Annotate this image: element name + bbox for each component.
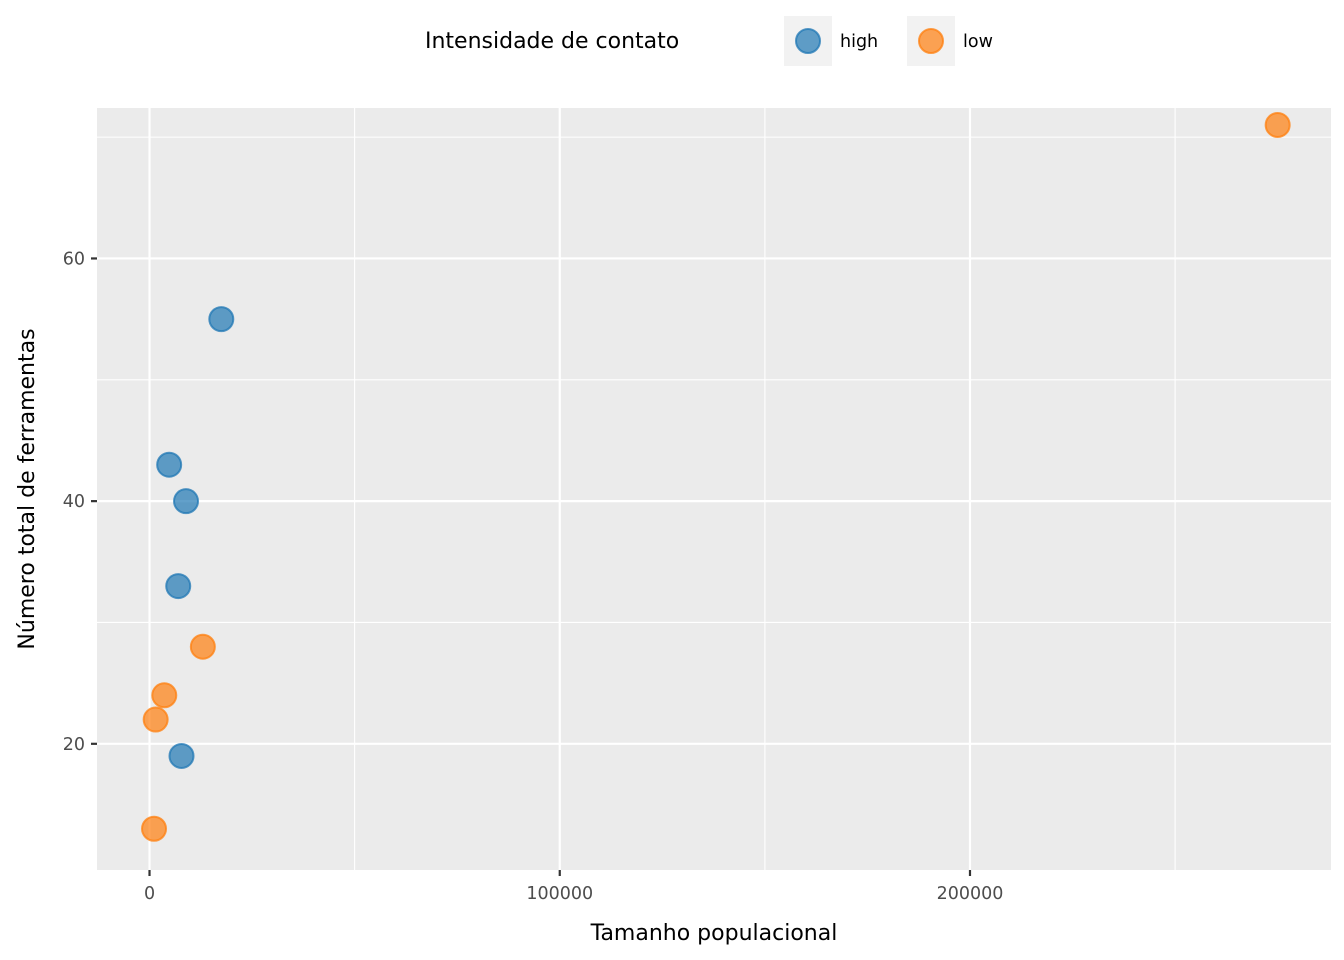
- data-point-high: [173, 488, 200, 515]
- x-tick-label: 0: [144, 884, 155, 904]
- legend-key-low: [918, 28, 944, 54]
- y-axis-title: Número total de ferramentas: [15, 328, 40, 649]
- data-point-high: [165, 573, 192, 600]
- x-tick-label: 100000: [526, 884, 593, 904]
- legend-label-high: high: [840, 32, 878, 52]
- x-tick-label: 200000: [937, 884, 1004, 904]
- data-point-low: [151, 682, 178, 709]
- data-point-low: [189, 633, 216, 660]
- grid-major: [97, 108, 1331, 870]
- data-point-high: [156, 451, 183, 478]
- legend: Intensidade de contato high low: [425, 16, 993, 66]
- x-axis-ticks: 0 100000 200000: [144, 870, 1003, 904]
- data-point-high: [208, 306, 235, 333]
- legend-key-high: [795, 28, 821, 54]
- data-point-high: [168, 742, 195, 769]
- legend-keys: high low: [784, 16, 993, 66]
- legend-label-low: low: [963, 32, 993, 52]
- data-point-low: [1264, 111, 1291, 138]
- y-tick-label: 20: [63, 735, 85, 755]
- data-points: [141, 111, 1291, 842]
- panel-background: [97, 108, 1331, 870]
- data-point-low: [142, 706, 169, 733]
- grid-minor: [97, 108, 1331, 870]
- data-point-low: [141, 815, 168, 842]
- y-tick-label: 40: [63, 492, 85, 512]
- y-axis-ticks: 20 40 60: [63, 249, 97, 755]
- y-tick-label: 60: [63, 249, 85, 269]
- x-axis-title: Tamanho populacional: [590, 921, 838, 946]
- legend-title: Intensidade de contato: [425, 29, 679, 54]
